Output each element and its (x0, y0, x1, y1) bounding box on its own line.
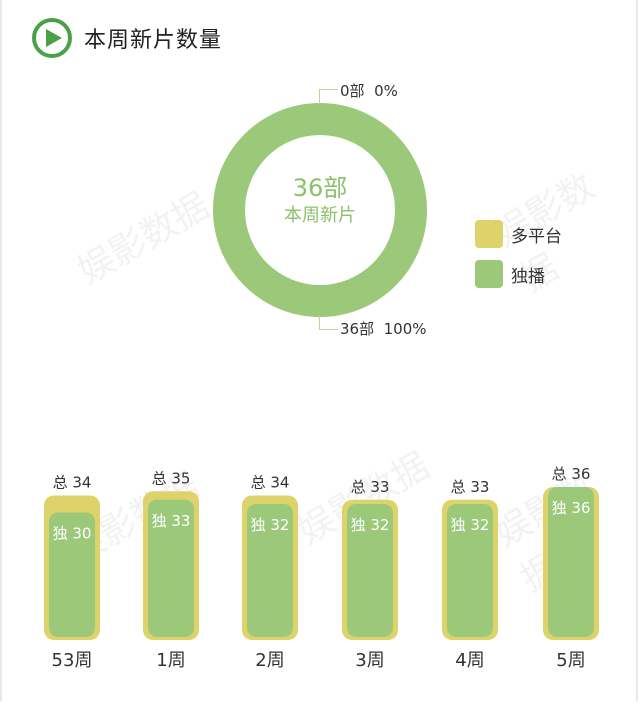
bar-total-label: 总 36 (552, 465, 591, 483)
x-tick-label: 3周 (355, 650, 384, 671)
donut-center: 36部 本周新片 (213, 173, 427, 229)
x-tick-label: 4周 (455, 650, 484, 671)
donut-chart: 36部 本周新片 (213, 103, 427, 317)
donut-slice (213, 103, 427, 317)
legend-swatch (475, 260, 503, 288)
play-icon (32, 18, 72, 58)
bar-exclusive-label: 独 32 (451, 516, 490, 534)
legend-item-multi-platform: 多平台 (475, 214, 562, 254)
bar-total-label: 总 34 (53, 474, 92, 492)
x-tick-label: 1周 (156, 650, 185, 671)
bar-exclusive (49, 512, 95, 637)
bar-total-label: 总 33 (451, 478, 490, 496)
bar-total-label: 总 33 (351, 478, 390, 496)
bar-exclusive-label: 独 30 (53, 525, 92, 543)
top-callout-leader (319, 89, 338, 104)
legend-swatch (475, 220, 503, 248)
legend-item-exclusive: 独播 (475, 254, 562, 294)
donut-total: 36部 (292, 174, 348, 202)
legend-label: 独播 (511, 266, 545, 287)
bar-exclusive-label: 独 36 (552, 499, 591, 517)
weekly-bar-chart: 总 34 独 30 53周 总 35 独 33 1周 总 34 独 32 2周 总 33 独 32 3… (0, 440, 640, 680)
section-header: 本周新片数量 (32, 16, 222, 60)
x-tick-label: 2周 (255, 650, 284, 671)
legend-label: 多平台 (511, 226, 562, 247)
bar-exclusive (347, 504, 393, 637)
bar-exclusive (548, 487, 594, 637)
bottom-callout-leader (319, 315, 338, 330)
bar-exclusive-label: 独 32 (251, 516, 290, 534)
x-tick-label: 5周 (556, 650, 585, 671)
page-title: 本周新片数量 (84, 28, 223, 53)
bar-exclusive (447, 504, 493, 637)
bottom-callout: 36部 100% (340, 320, 427, 338)
legend: 多平台 独播 (475, 214, 562, 294)
bar-total-label: 总 35 (152, 469, 191, 487)
bar-exclusive-label: 独 33 (152, 512, 191, 530)
bar-total-label: 总 34 (251, 474, 290, 492)
x-tick-label: 53周 (52, 650, 93, 671)
bar-exclusive-label: 独 32 (351, 516, 390, 534)
donut-center-label: 本周新片 (284, 205, 356, 226)
bar-exclusive (148, 499, 194, 637)
top-callout: 0部 0% (340, 82, 398, 100)
bar-exclusive (247, 504, 293, 637)
